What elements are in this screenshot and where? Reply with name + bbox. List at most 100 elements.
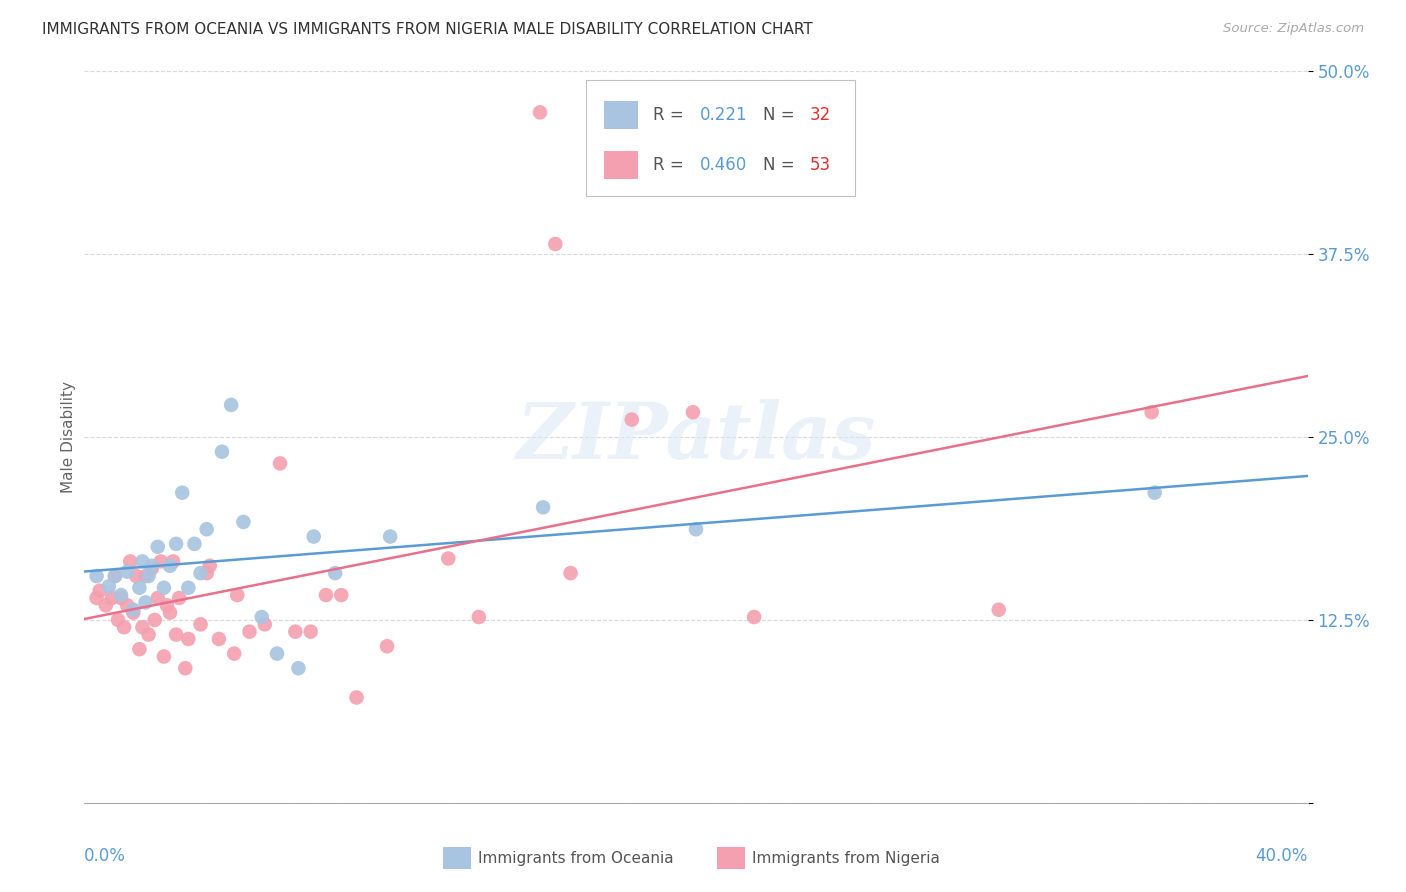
FancyBboxPatch shape — [605, 102, 638, 129]
Point — [141, 562, 163, 576]
Point — [159, 606, 181, 620]
Text: N =: N = — [763, 156, 800, 174]
Y-axis label: Male Disability: Male Disability — [60, 381, 76, 493]
Point — [560, 566, 582, 581]
Point — [167, 591, 190, 605]
Point — [238, 624, 260, 639]
Point — [346, 690, 368, 705]
Point — [104, 569, 127, 583]
Point — [302, 530, 325, 544]
Point — [299, 624, 322, 639]
Point — [122, 603, 145, 617]
Point — [165, 537, 187, 551]
Point — [682, 405, 704, 419]
Text: Immigrants from Oceania: Immigrants from Oceania — [478, 851, 673, 865]
Point — [224, 647, 246, 661]
Point — [315, 588, 337, 602]
Point — [138, 569, 160, 583]
Text: 0.0%: 0.0% — [84, 847, 127, 864]
Point — [125, 569, 148, 583]
Point — [190, 617, 212, 632]
Point — [149, 554, 172, 568]
Text: R =: R = — [654, 106, 689, 124]
Text: 32: 32 — [810, 106, 831, 124]
Point — [104, 569, 127, 583]
Point — [211, 444, 233, 458]
Point — [86, 569, 108, 583]
Point — [269, 457, 291, 471]
Point — [468, 610, 491, 624]
Point — [620, 412, 643, 426]
Point — [122, 606, 145, 620]
Point — [172, 485, 194, 500]
Point — [143, 613, 166, 627]
Point — [250, 610, 273, 624]
Point — [330, 588, 353, 602]
Point — [128, 581, 150, 595]
Text: N =: N = — [763, 106, 800, 124]
Point — [226, 588, 249, 602]
Text: 0.460: 0.460 — [700, 156, 747, 174]
Point — [162, 554, 184, 568]
Point — [86, 591, 108, 605]
Point — [131, 620, 153, 634]
Point — [266, 647, 288, 661]
Point — [177, 632, 200, 646]
Point — [531, 500, 554, 515]
Point — [685, 522, 707, 536]
Point — [529, 105, 551, 120]
Point — [253, 617, 276, 632]
FancyBboxPatch shape — [586, 80, 855, 195]
Point — [112, 620, 135, 634]
Point — [153, 581, 176, 595]
Point — [287, 661, 309, 675]
FancyBboxPatch shape — [605, 151, 638, 179]
Point — [138, 627, 160, 641]
Point — [284, 624, 307, 639]
Point — [323, 566, 346, 581]
Point — [101, 591, 124, 605]
Point — [120, 554, 142, 568]
Point — [146, 540, 169, 554]
Point — [380, 530, 402, 544]
Point — [177, 581, 200, 595]
Text: Source: ZipAtlas.com: Source: ZipAtlas.com — [1223, 22, 1364, 36]
Point — [742, 610, 765, 624]
Text: ZIPatlas: ZIPatlas — [516, 399, 876, 475]
Point — [437, 551, 460, 566]
Point — [115, 565, 138, 579]
Point — [141, 558, 163, 573]
Text: 53: 53 — [810, 156, 831, 174]
Point — [232, 515, 254, 529]
Point — [110, 588, 132, 602]
Point — [208, 632, 231, 646]
Point — [165, 627, 187, 641]
Point — [375, 640, 398, 654]
Point — [544, 237, 567, 252]
Point — [987, 603, 1010, 617]
Point — [1143, 485, 1166, 500]
Point — [135, 595, 157, 609]
Point — [115, 599, 138, 613]
Point — [146, 591, 169, 605]
Point — [219, 398, 242, 412]
Point — [190, 566, 212, 581]
Point — [195, 566, 218, 581]
Point — [159, 558, 181, 573]
Point — [131, 554, 153, 568]
Point — [1140, 405, 1163, 419]
Point — [89, 583, 111, 598]
Point — [107, 613, 129, 627]
Text: 0.221: 0.221 — [700, 106, 747, 124]
Point — [198, 558, 221, 573]
Text: IMMIGRANTS FROM OCEANIA VS IMMIGRANTS FROM NIGERIA MALE DISABILITY CORRELATION C: IMMIGRANTS FROM OCEANIA VS IMMIGRANTS FR… — [42, 22, 813, 37]
Point — [110, 591, 132, 605]
Point — [135, 569, 157, 583]
Point — [195, 522, 218, 536]
Point — [128, 642, 150, 657]
Text: Immigrants from Nigeria: Immigrants from Nigeria — [752, 851, 941, 865]
Point — [183, 537, 205, 551]
Point — [156, 599, 179, 613]
Point — [153, 649, 176, 664]
Point — [174, 661, 197, 675]
